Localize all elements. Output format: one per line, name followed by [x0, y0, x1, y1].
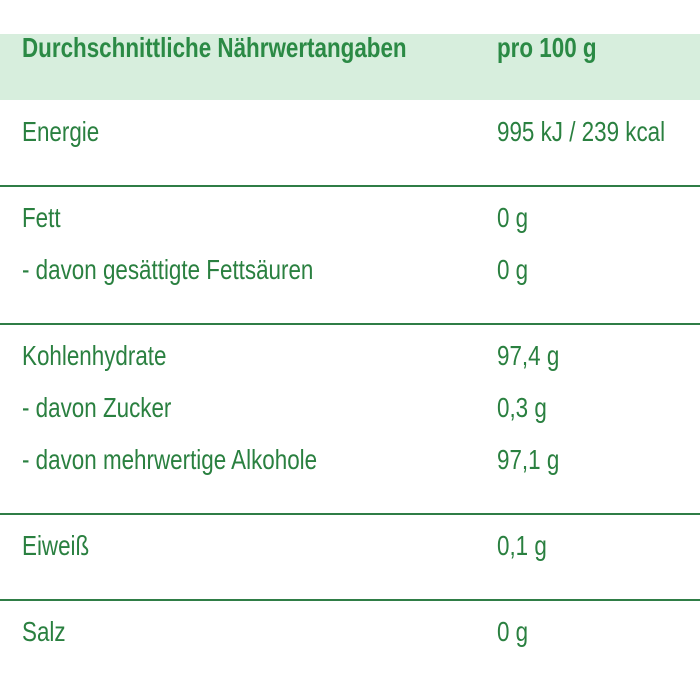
nutrient-value: 0 g — [497, 616, 529, 647]
nutrient-name: - davon mehrwertige Alkohole — [22, 444, 318, 475]
divider — [0, 513, 700, 515]
nutrient-name: Fett — [22, 202, 61, 233]
nutrient-name: Kohlenhydrate — [22, 340, 167, 371]
header-band — [0, 34, 700, 100]
divider — [0, 323, 700, 325]
nutrient-value: 0,1 g — [497, 530, 547, 561]
nutrient-value: 0 g — [497, 202, 529, 233]
nutrient-value: 995 kJ / 239 kcal — [497, 116, 666, 147]
nutrient-name: - davon Zucker — [22, 392, 172, 423]
divider — [0, 185, 700, 187]
divider — [0, 599, 700, 601]
header-label: Durchschnittliche Nährwertangaben — [22, 32, 407, 63]
nutrient-name: Energie — [22, 116, 100, 147]
nutrient-name: Eiweiß — [22, 530, 90, 561]
nutrient-name: Salz — [22, 616, 66, 647]
nutrient-value: 0 g — [497, 254, 529, 285]
nutrient-value: 97,4 g — [497, 340, 560, 371]
nutrient-value: 0,3 g — [497, 392, 547, 423]
nutrient-value: 97,1 g — [497, 444, 560, 475]
header-unit: pro 100 g — [497, 32, 597, 63]
nutrient-name: - davon gesättigte Fettsäuren — [22, 254, 314, 285]
